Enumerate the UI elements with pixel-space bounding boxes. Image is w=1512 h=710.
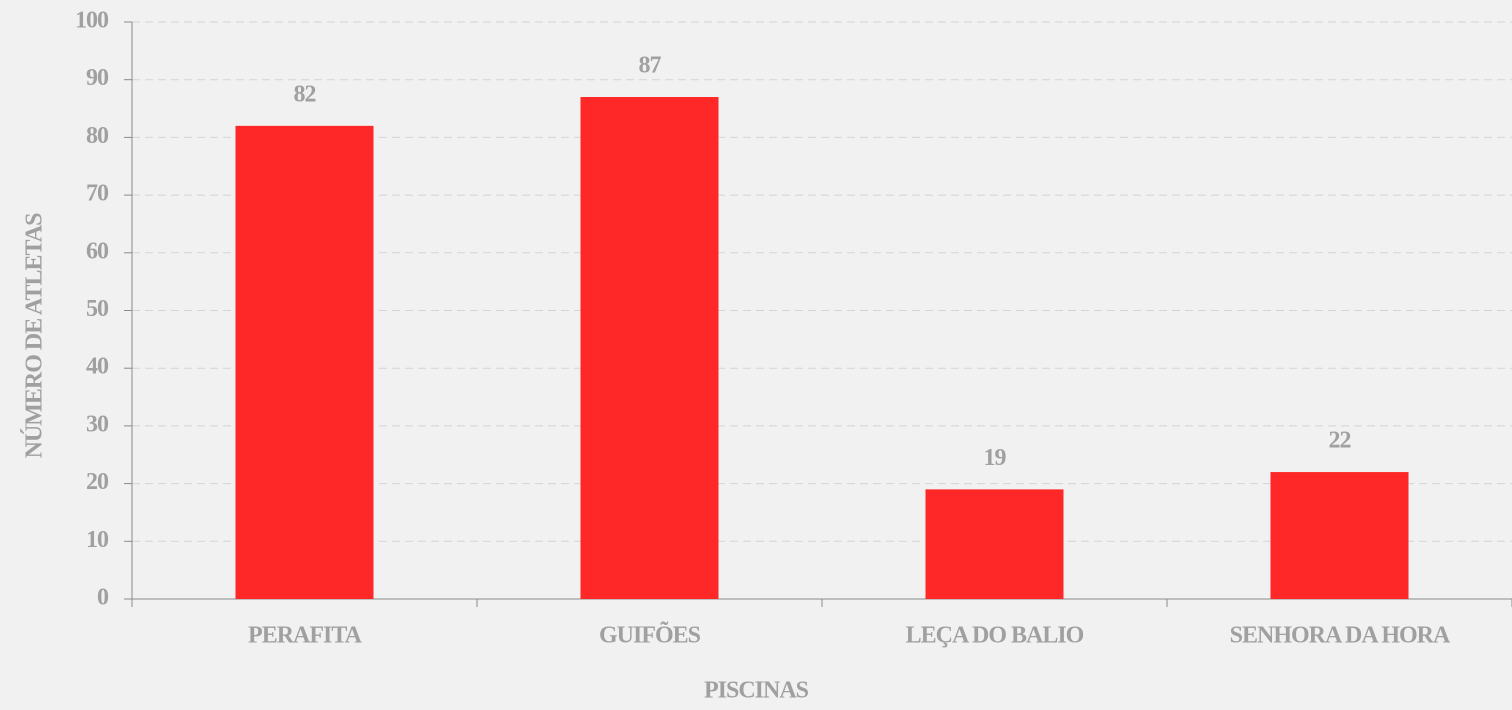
data-label: 19 bbox=[984, 445, 1007, 471]
y-tick-label: 0 bbox=[97, 585, 109, 611]
bar bbox=[925, 489, 1064, 599]
bar bbox=[1270, 472, 1409, 599]
data-label: 87 bbox=[639, 53, 662, 79]
y-tick-label: 30 bbox=[86, 411, 109, 437]
x-tick-label: LEÇA DO BALIO bbox=[906, 623, 1084, 649]
bar bbox=[580, 97, 719, 599]
x-tick-label: GUIFÕES bbox=[599, 623, 701, 649]
x-tick-label: PERAFITA bbox=[248, 623, 363, 649]
x-axis-label: PISCINAS bbox=[704, 678, 809, 704]
y-tick-label: 80 bbox=[86, 123, 109, 149]
y-tick-label: 70 bbox=[86, 181, 109, 207]
bar bbox=[235, 125, 374, 600]
y-axis-label: NÚMERO DE ATLETAS bbox=[22, 213, 48, 458]
y-tick-label: 20 bbox=[86, 469, 109, 495]
y-tick-label: 40 bbox=[86, 354, 109, 380]
y-tick-label: 50 bbox=[86, 296, 109, 322]
y-tick-label: 90 bbox=[86, 65, 109, 91]
y-tick-label: 60 bbox=[86, 238, 109, 264]
y-tick-label: 10 bbox=[86, 527, 109, 553]
y-tick-label: 100 bbox=[75, 8, 109, 34]
data-label: 22 bbox=[1329, 428, 1351, 454]
data-label: 82 bbox=[294, 81, 316, 107]
x-tick-label: SENHORA DA HORA bbox=[1230, 623, 1451, 649]
